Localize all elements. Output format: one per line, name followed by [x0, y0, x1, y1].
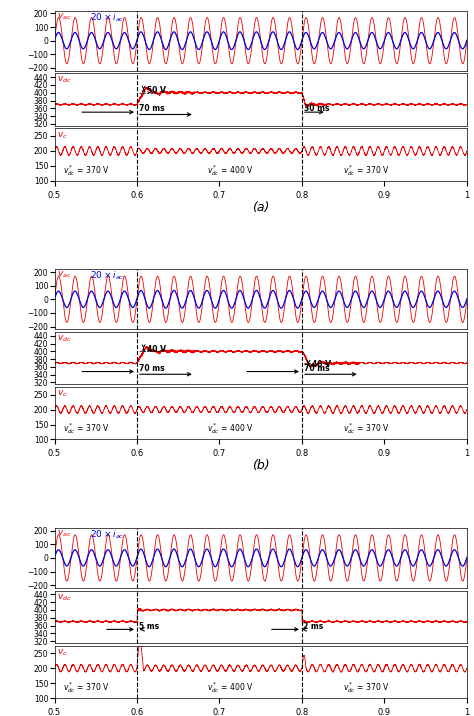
Text: $v_{ac}$: $v_{ac}$ — [56, 11, 71, 22]
Text: $v_{dc}$: $v_{dc}$ — [56, 592, 71, 603]
Text: THD=3.2%: THD=3.2% — [238, 594, 283, 603]
Text: THD=4.1%: THD=4.1% — [378, 335, 424, 344]
Text: 70 ms: 70 ms — [139, 105, 165, 113]
Text: $v^*_{dc}$ = 400 V: $v^*_{dc}$ = 400 V — [207, 422, 254, 436]
Text: $v^*_{dc}$ = 370 V: $v^*_{dc}$ = 370 V — [63, 680, 109, 695]
Text: (b): (b) — [252, 460, 270, 473]
Text: $v^*_{dc}$ = 370 V: $v^*_{dc}$ = 370 V — [343, 680, 390, 695]
Text: 30 ms: 30 ms — [304, 105, 330, 113]
Text: $v^*_{dc}$ = 370 V: $v^*_{dc}$ = 370 V — [343, 163, 390, 178]
Text: (a): (a) — [252, 200, 269, 214]
Text: $v_{ac}$: $v_{ac}$ — [56, 528, 71, 539]
Text: $v^*_{dc}$ = 370 V: $v^*_{dc}$ = 370 V — [63, 422, 109, 436]
Text: $20\times i_{ac}$: $20\times i_{ac}$ — [90, 270, 124, 282]
Text: $20\times i_{ac}$: $20\times i_{ac}$ — [90, 11, 124, 24]
Text: $v_{dc}$: $v_{dc}$ — [56, 334, 71, 344]
Text: 40 V: 40 V — [312, 360, 331, 369]
Text: THD=3.6%: THD=3.6% — [98, 594, 143, 603]
Text: $v_{dc}$: $v_{dc}$ — [56, 75, 71, 85]
Text: $v^*_{dc}$ = 400 V: $v^*_{dc}$ = 400 V — [207, 163, 254, 178]
Text: 5 ms: 5 ms — [139, 621, 160, 631]
Text: THD=3.6%: THD=3.6% — [378, 594, 424, 603]
Text: $v^*_{dc}$ = 400 V: $v^*_{dc}$ = 400 V — [207, 680, 254, 695]
Text: $20\times i_{ac}$: $20\times i_{ac}$ — [90, 528, 124, 541]
Text: THD=6.2%: THD=6.2% — [238, 77, 283, 86]
Text: THD=3.9%: THD=3.9% — [238, 335, 283, 344]
Text: $v_{ac}$: $v_{ac}$ — [56, 270, 71, 281]
Text: $v_c$: $v_c$ — [56, 389, 67, 400]
Text: THD=5.9%: THD=5.9% — [98, 77, 143, 86]
Text: $v_c$: $v_c$ — [56, 647, 67, 658]
Text: $v^*_{dc}$ = 370 V: $v^*_{dc}$ = 370 V — [63, 163, 109, 178]
Text: 70 ms: 70 ms — [139, 364, 165, 373]
Text: 70 ms: 70 ms — [304, 364, 330, 373]
Text: $v_c$: $v_c$ — [56, 130, 67, 140]
Text: $v^*_{dc}$ = 370 V: $v^*_{dc}$ = 370 V — [343, 422, 390, 436]
Text: 50 V: 50 V — [147, 85, 166, 95]
Text: THD=5.9%: THD=5.9% — [378, 77, 424, 86]
Text: THD=4.1%: THD=4.1% — [98, 335, 143, 344]
Text: 2 ms: 2 ms — [303, 621, 323, 631]
Text: 40 V: 40 V — [147, 344, 166, 354]
